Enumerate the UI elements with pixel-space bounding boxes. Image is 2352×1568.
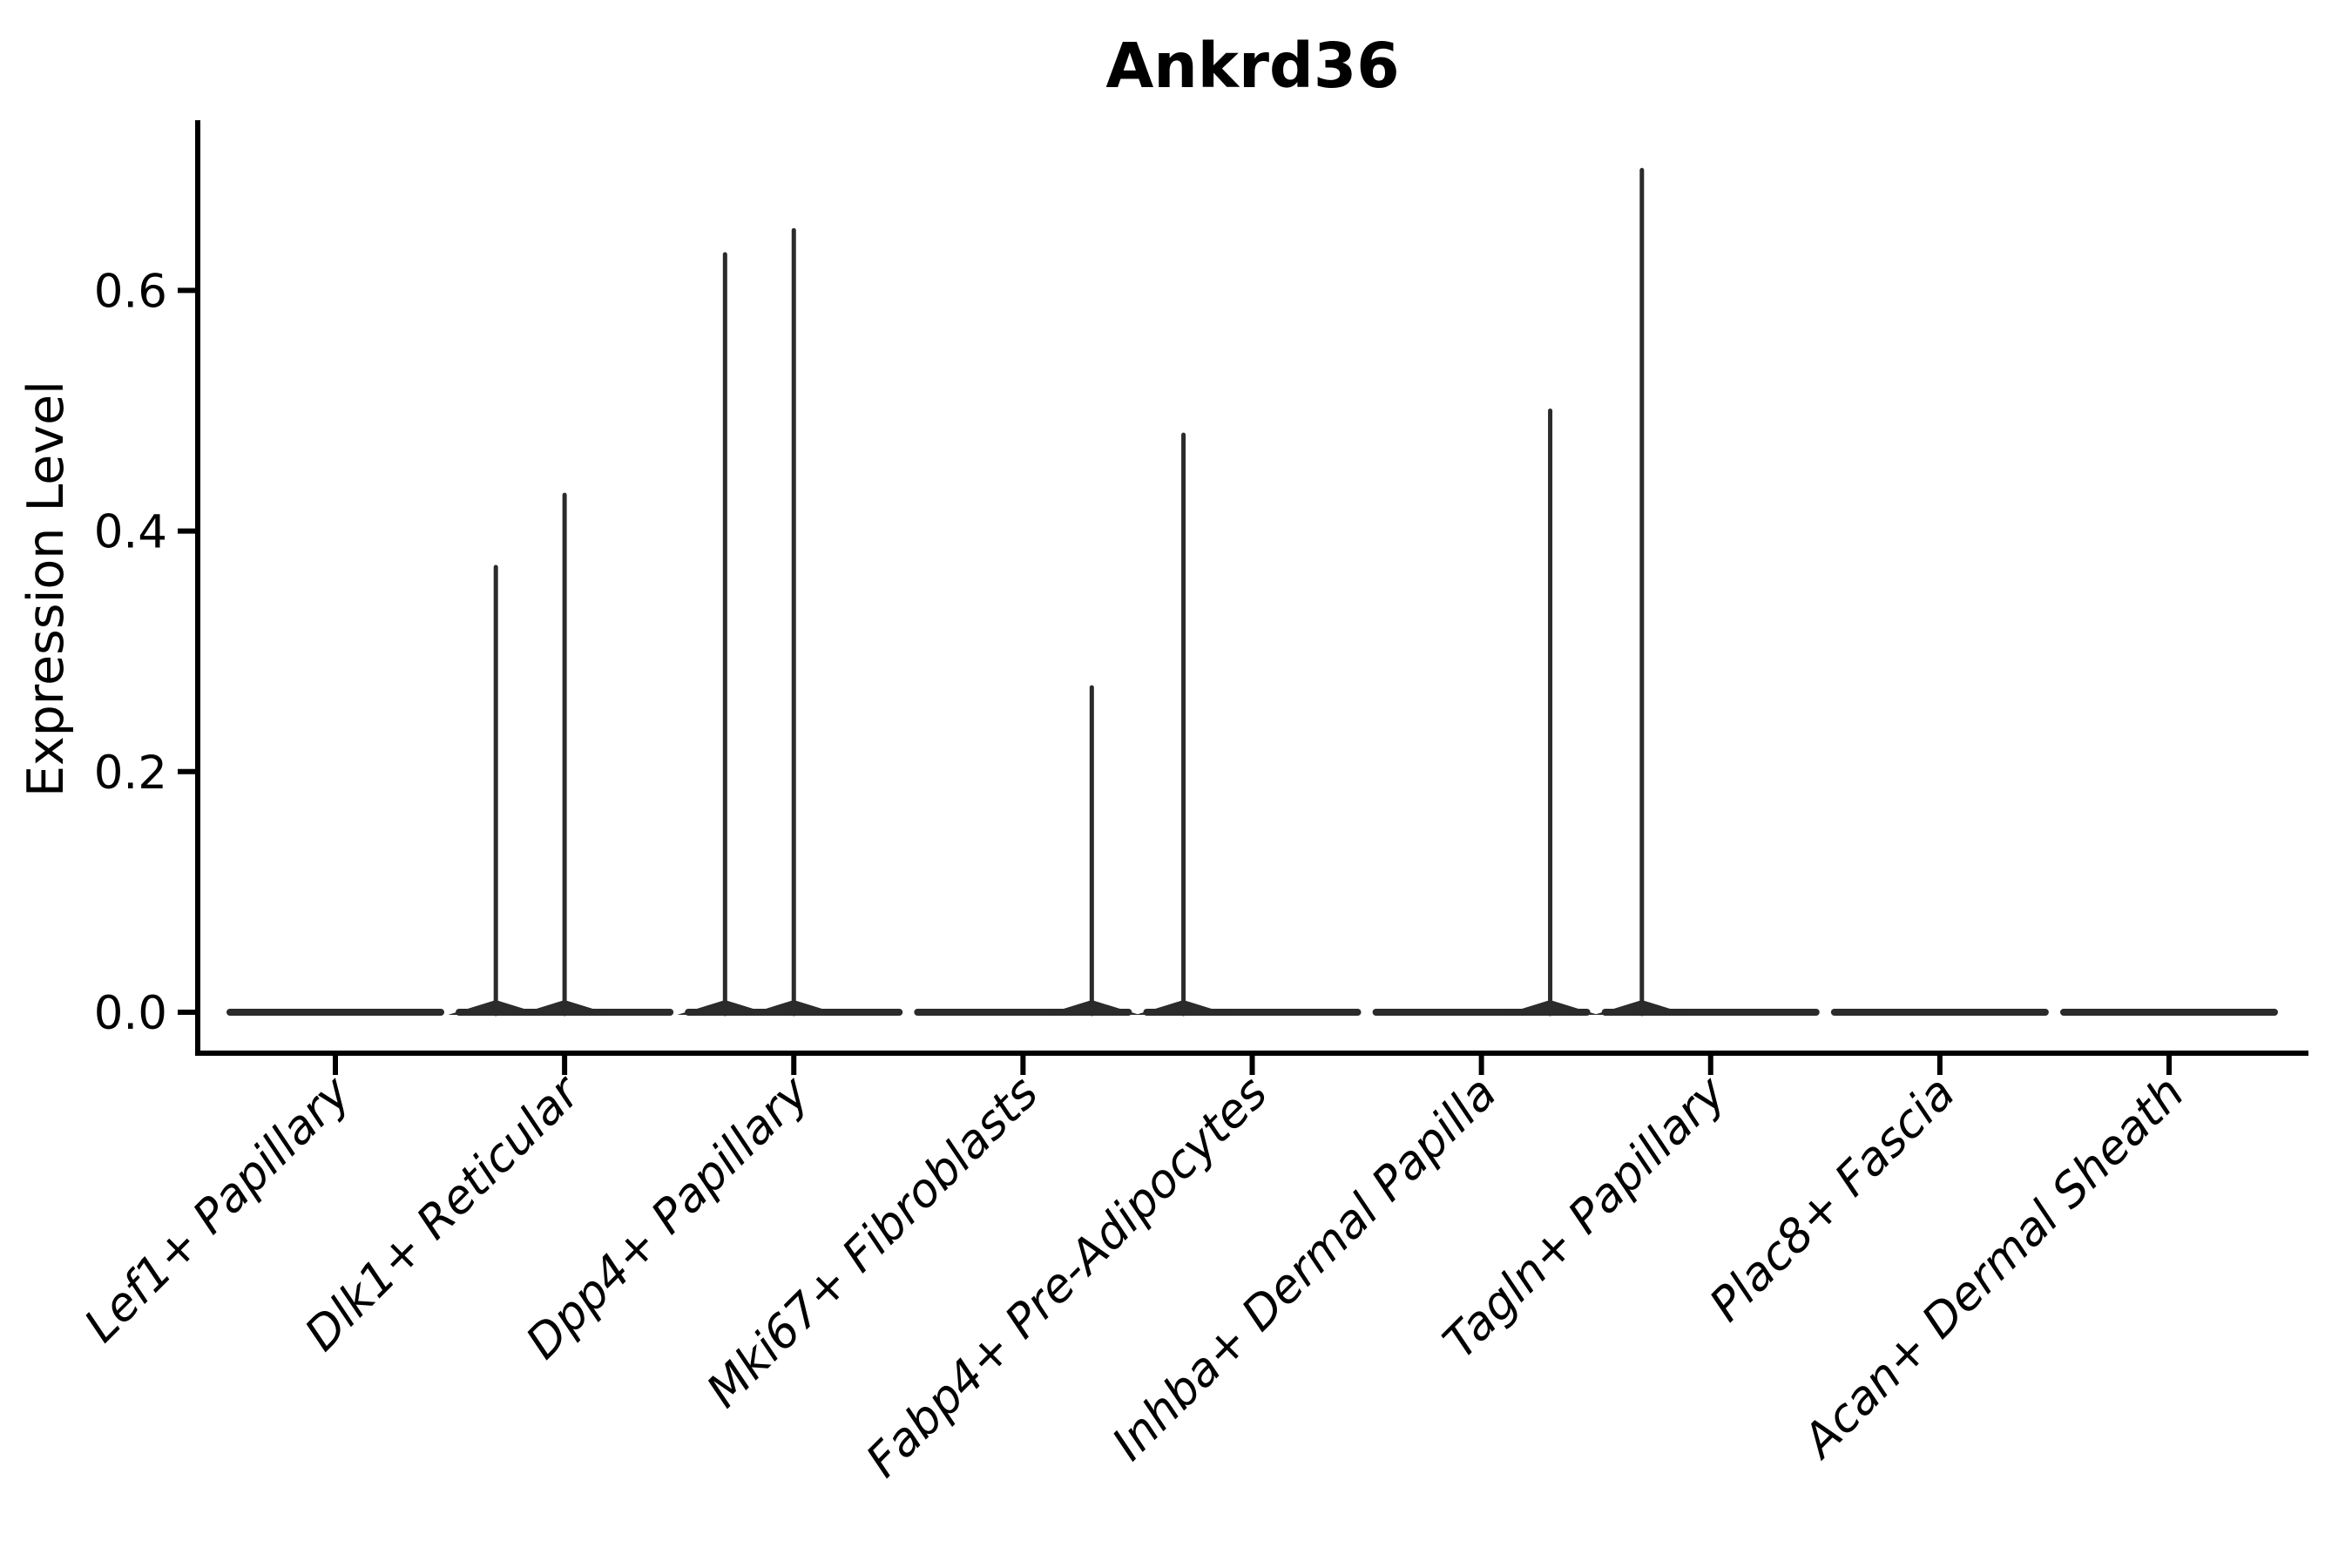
y-tick-label: 0.2 [94, 747, 167, 800]
y-axis-label: Expression Level [17, 381, 75, 797]
x-tick-label: Fabp4+ Pre-Adipocytes [856, 1066, 1278, 1488]
y-tick-label: 0.0 [94, 987, 167, 1040]
x-tick-label: Acan+ Dermal Sheath [1792, 1066, 2195, 1470]
y-tick-label: 0.4 [94, 506, 167, 559]
violin-layer [226, 167, 2278, 1017]
y-tick-label: 0.6 [94, 265, 167, 318]
chart-title: Ankrd36 [1105, 30, 1399, 102]
x-tick-label: Plac8+ Fascia [1700, 1066, 1965, 1332]
x-tick-label: Inhba+ Dermal Papilla [1102, 1066, 1506, 1470]
